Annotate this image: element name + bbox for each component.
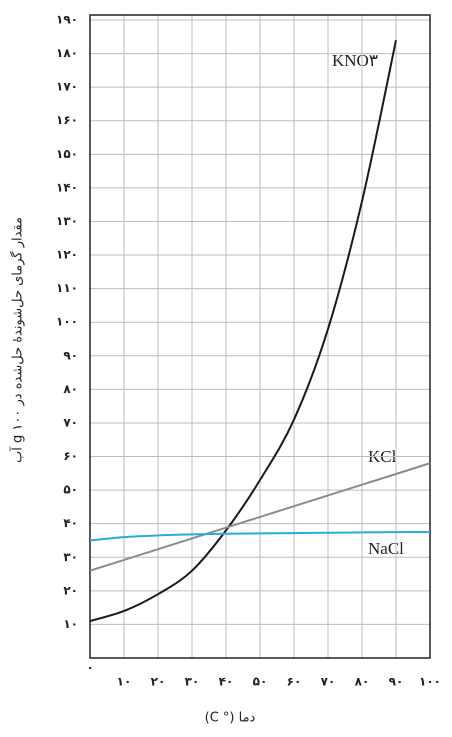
y-tick-label: ۱۴۰ (56, 180, 78, 194)
series-label: KNO۳ (332, 51, 378, 70)
x-tick-label: ۳۰ (185, 675, 200, 689)
y-tick-label: ۱۸۰ (56, 46, 78, 60)
x-tick-label: ۸۰ (355, 675, 370, 689)
x-tick-label: ۲۰ (151, 675, 166, 689)
y-tick-label: ۱۶۰ (56, 113, 78, 127)
y-tick-label: ۶۰ (63, 449, 78, 463)
series-line (90, 531, 430, 542)
x-tick-label: ۷۰ (321, 675, 336, 689)
x-tick-label: ۱۰ (117, 675, 132, 689)
series-label: NaCl (368, 539, 404, 558)
x-tick-label: ۱۰۰ (419, 675, 441, 689)
x-tick-label: ۵۰ (253, 675, 268, 689)
y-tick-label: ۱۱۰ (56, 281, 78, 295)
y-tick-label: ۱۵۰ (56, 147, 78, 161)
x-axis-label: دما (° C) (205, 711, 256, 726)
y-tick-label: ۱۳۰ (56, 214, 78, 228)
y-tick-label: ۷۰ (63, 415, 78, 429)
y-axis-label: مقدار گرمای حل‌شوندهٔ حل‌شده در ۱۰۰ g آب (9, 217, 26, 463)
y-tick-label: ۱۹۰ (56, 13, 78, 27)
y-tick-label: ۱۰ (63, 617, 78, 631)
y-tick-label: ۱۰۰ (56, 315, 78, 329)
x-tick-label: ۶۰ (287, 675, 302, 689)
x-tick-label: ۹۰ (389, 675, 404, 689)
y-tick-label: ۳۰ (63, 550, 78, 564)
series-line (90, 39, 397, 623)
y-tick-label: ۸۰ (63, 382, 78, 396)
y-tick-label: ۴۰ (63, 516, 78, 530)
y-tick-label: ۲۰ (63, 583, 78, 597)
y-tick-label: ۱۷۰ (56, 80, 78, 94)
x-tick-label: ۴۰ (219, 675, 234, 689)
y-tick-label: ۱۲۰ (56, 248, 78, 262)
plot-frame (89, 14, 431, 659)
series-line (90, 462, 430, 572)
y-tick-label: ۵۰ (63, 483, 78, 497)
series-group (90, 39, 430, 623)
y-tick-label: ۹۰ (63, 348, 78, 362)
x-tick-label: ۰ (86, 661, 93, 675)
